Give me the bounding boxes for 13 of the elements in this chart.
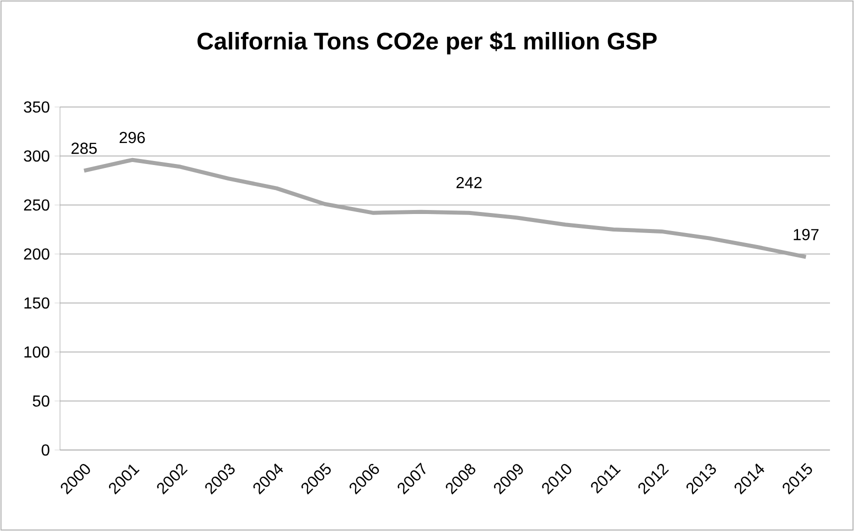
- y-tick-label: 200: [24, 248, 50, 260]
- data-label: 197: [794, 228, 818, 240]
- y-tick-label: 150: [24, 297, 50, 309]
- y-tick-label: 300: [24, 150, 50, 162]
- data-label: 242: [456, 176, 482, 188]
- y-tick-label: 100: [24, 346, 50, 358]
- y-tick-label: 350: [24, 101, 50, 113]
- y-tick-label: 250: [24, 199, 50, 211]
- data-label: 296: [120, 132, 145, 144]
- data-label: 285: [72, 142, 97, 154]
- y-tick-label: 0: [42, 444, 50, 456]
- chart-title: California Tons CO2e per $1 million GSP: [197, 32, 657, 54]
- y-tick-label: 50: [32, 395, 50, 407]
